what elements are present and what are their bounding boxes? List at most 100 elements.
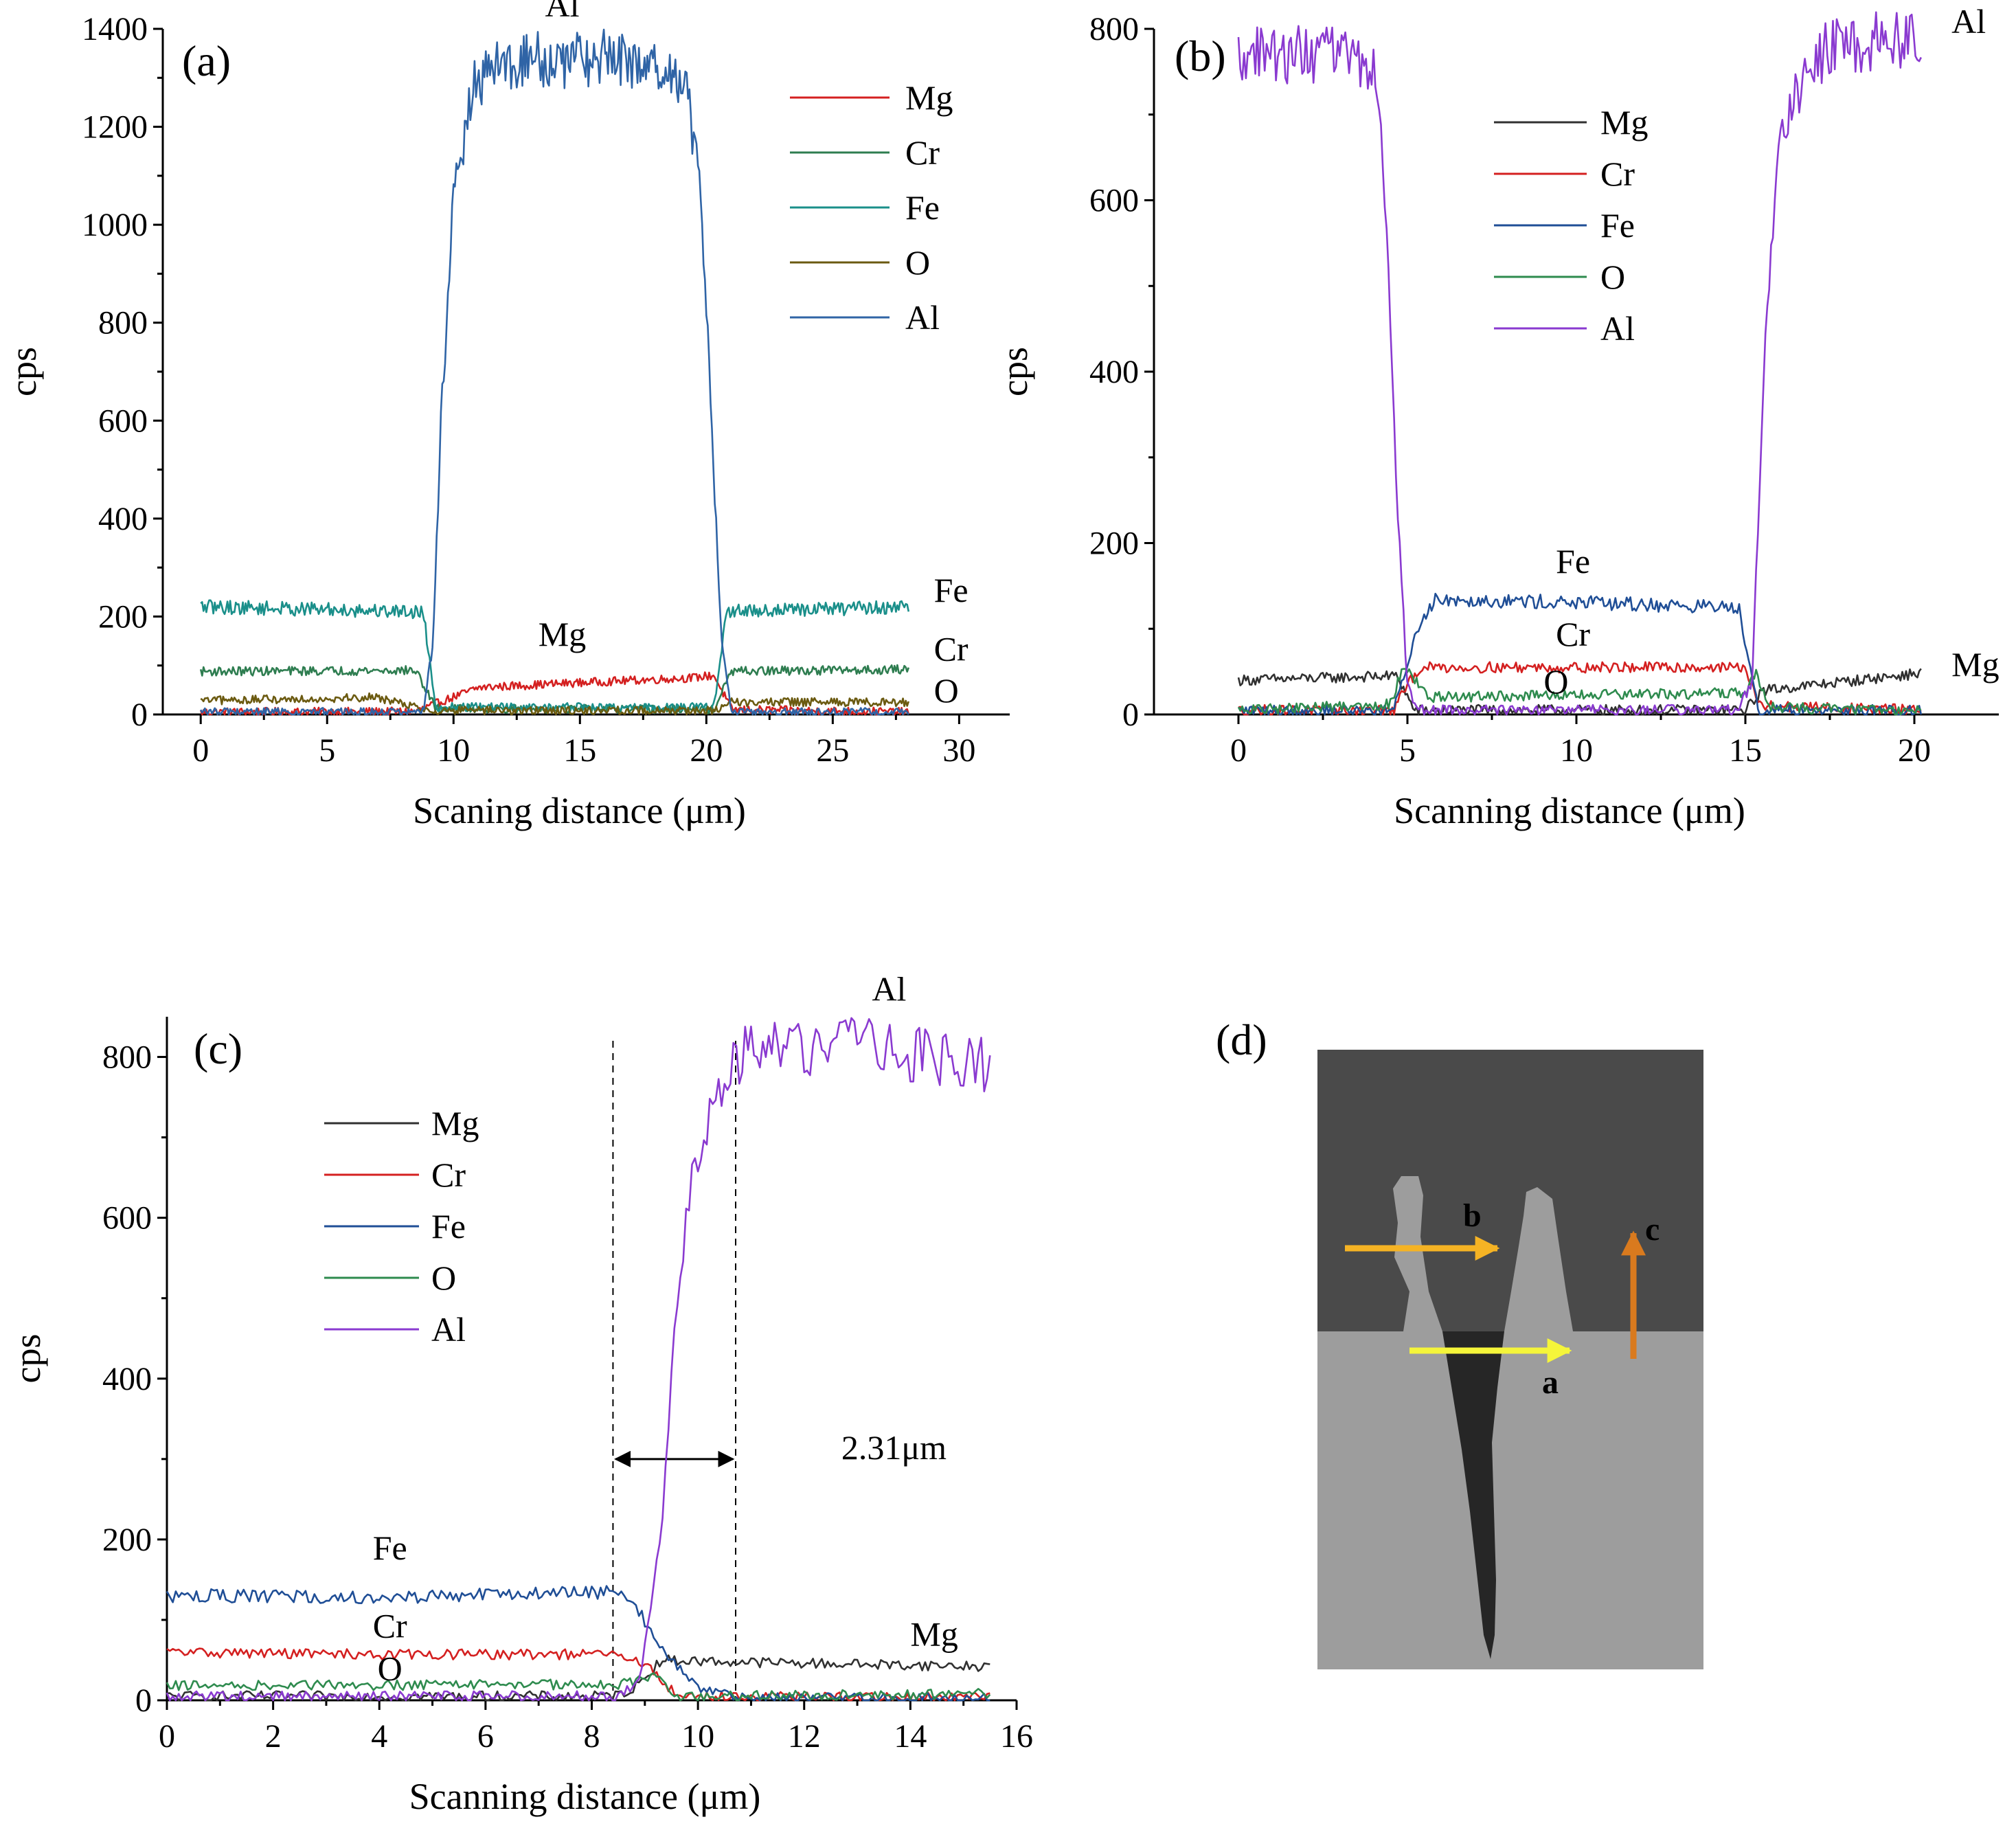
y-tick-label: 1000 [82, 207, 148, 243]
legend-label-Fe: Fe [1600, 206, 1635, 245]
y-tick-label: 800 [1089, 11, 1139, 47]
micrograph-alloy-region [1317, 1331, 1703, 1669]
y-tick-label: 0 [131, 697, 148, 733]
legend-label-Al: Al [1600, 309, 1635, 348]
x-tick-label: 2 [265, 1718, 282, 1755]
series-line-O [166, 1672, 991, 1702]
x-tick-label: 0 [1230, 732, 1247, 769]
y-axis-title: cps [3, 347, 44, 396]
legend-label-O: O [1600, 258, 1625, 296]
panel-c: 0 200 400 600 800 0 2 4 6 8 10 12 14 16 Scanning dista… [7, 970, 1033, 1817]
series-line-Cr [166, 1647, 990, 1702]
x-tick-label: 12 [788, 1718, 821, 1755]
annotation-label: Cr [373, 1607, 407, 1645]
x-tick-label: 4 [371, 1718, 387, 1755]
legend-label-Cr: Cr [905, 133, 940, 172]
y-tick-label: 400 [1089, 354, 1139, 390]
x-tick-label: 10 [437, 732, 470, 769]
legend-label-Mg: Mg [431, 1104, 479, 1142]
y-tick-label: 600 [1089, 183, 1139, 219]
x-tick-label: 30 [942, 732, 975, 769]
series-line-Mg [199, 671, 910, 716]
annotation-label: Al [1951, 2, 1986, 41]
panel-d-label: (d) [1216, 1015, 1267, 1064]
legend-label-Mg: Mg [1600, 103, 1648, 142]
panel-a: 0 200 400 600 800 1000 1200 1400 0 5 10 15 20 25 30 Sca… [3, 0, 1010, 831]
x-tick-label: 10 [681, 1718, 714, 1755]
annotation-label: Cr [1556, 615, 1590, 653]
x-axis-title: Scanning distance (μm) [409, 1776, 761, 1817]
y-tick-label: 400 [98, 501, 148, 537]
y-tick-label: 0 [135, 1682, 152, 1719]
x-tick-label: 16 [1000, 1718, 1033, 1755]
panel-label: (c) [194, 1024, 242, 1073]
panel-label: (b) [1175, 32, 1226, 80]
x-tick-label: 6 [477, 1718, 494, 1755]
series-line-Fe [200, 599, 910, 712]
x-tick-label: 20 [690, 732, 723, 769]
x-tick-label: 14 [894, 1718, 927, 1755]
legend-label-Cr: Cr [431, 1156, 466, 1194]
annotation-label: Mg [1951, 645, 1999, 684]
annotation-label: Al [545, 0, 580, 24]
series-line-O [200, 692, 910, 716]
y-tick-label: 800 [102, 1039, 152, 1076]
x-tick-label: 15 [563, 732, 596, 769]
y-tick-label: 200 [98, 598, 148, 635]
legend-label-Cr: Cr [1600, 155, 1635, 193]
y-tick-label: 400 [102, 1361, 152, 1397]
annotation-label: O [1543, 662, 1568, 701]
y-axis-title: cps [7, 1334, 48, 1384]
x-axis-title: Scaning distance (μm) [413, 790, 746, 831]
y-tick-label: 0 [1122, 697, 1139, 733]
series-line-Mg [1237, 668, 1922, 716]
series-line-Al [1237, 11, 1922, 716]
annotation-label: Fe [373, 1529, 407, 1567]
panel-b: 0 200 400 600 800 0 5 10 15 20 Scanning distance (… [994, 2, 2000, 831]
x-tick-label: 10 [1560, 732, 1593, 769]
annotation-label: Fe [1556, 542, 1590, 581]
annotation-label: 2.31μm [841, 1428, 947, 1467]
x-tick-label: 8 [584, 1718, 600, 1755]
annotation-label: Mg [539, 615, 586, 653]
annotation-label: O [934, 671, 959, 710]
series-line-Fe [166, 1585, 990, 1702]
marker-a: a [1542, 1364, 1559, 1401]
annotation-label: O [378, 1649, 403, 1688]
x-tick-label: 5 [319, 732, 335, 769]
y-tick-label: 600 [98, 403, 148, 439]
series-line-Al [166, 1017, 991, 1702]
y-tick-label: 1400 [82, 11, 148, 47]
legend-label-O: O [431, 1259, 456, 1297]
legend-label-Fe: Fe [431, 1207, 466, 1246]
x-tick-label: 20 [1898, 732, 1931, 769]
legend-label-Mg: Mg [905, 78, 953, 117]
y-tick-label: 200 [1089, 526, 1139, 562]
y-tick-label: 800 [98, 305, 148, 341]
x-tick-label: 0 [159, 1718, 175, 1755]
x-tick-label: 15 [1729, 732, 1762, 769]
annotation-label: Mg [910, 1614, 958, 1653]
panel-label: (a) [182, 36, 231, 85]
y-axis-title: cps [994, 347, 1035, 396]
micrograph-right-protrusion [1504, 1187, 1573, 1331]
micrograph-resin-region [1317, 1050, 1703, 1331]
panel-d-micrograph: (d) b a c [1216, 1015, 1703, 1669]
annotation-label: Cr [934, 630, 969, 668]
x-tick-label: 0 [192, 732, 209, 769]
legend-label-O: O [905, 243, 930, 282]
series-line-O [1237, 668, 1922, 716]
legend-label-Fe: Fe [905, 188, 940, 227]
x-tick-label: 25 [816, 732, 849, 769]
x-tick-label: 5 [1399, 732, 1416, 769]
y-tick-label: 600 [102, 1200, 152, 1237]
marker-c: c [1645, 1211, 1660, 1248]
marker-b: b [1463, 1197, 1482, 1234]
x-axis-title: Scanning distance (μm) [1394, 790, 1745, 831]
micrograph-crack [1442, 1331, 1504, 1659]
micrograph-left-protrusion [1393, 1176, 1442, 1331]
y-tick-label: 200 [102, 1522, 152, 1558]
annotation-label: Al [872, 970, 906, 1008]
y-tick-label: 1200 [82, 109, 148, 146]
